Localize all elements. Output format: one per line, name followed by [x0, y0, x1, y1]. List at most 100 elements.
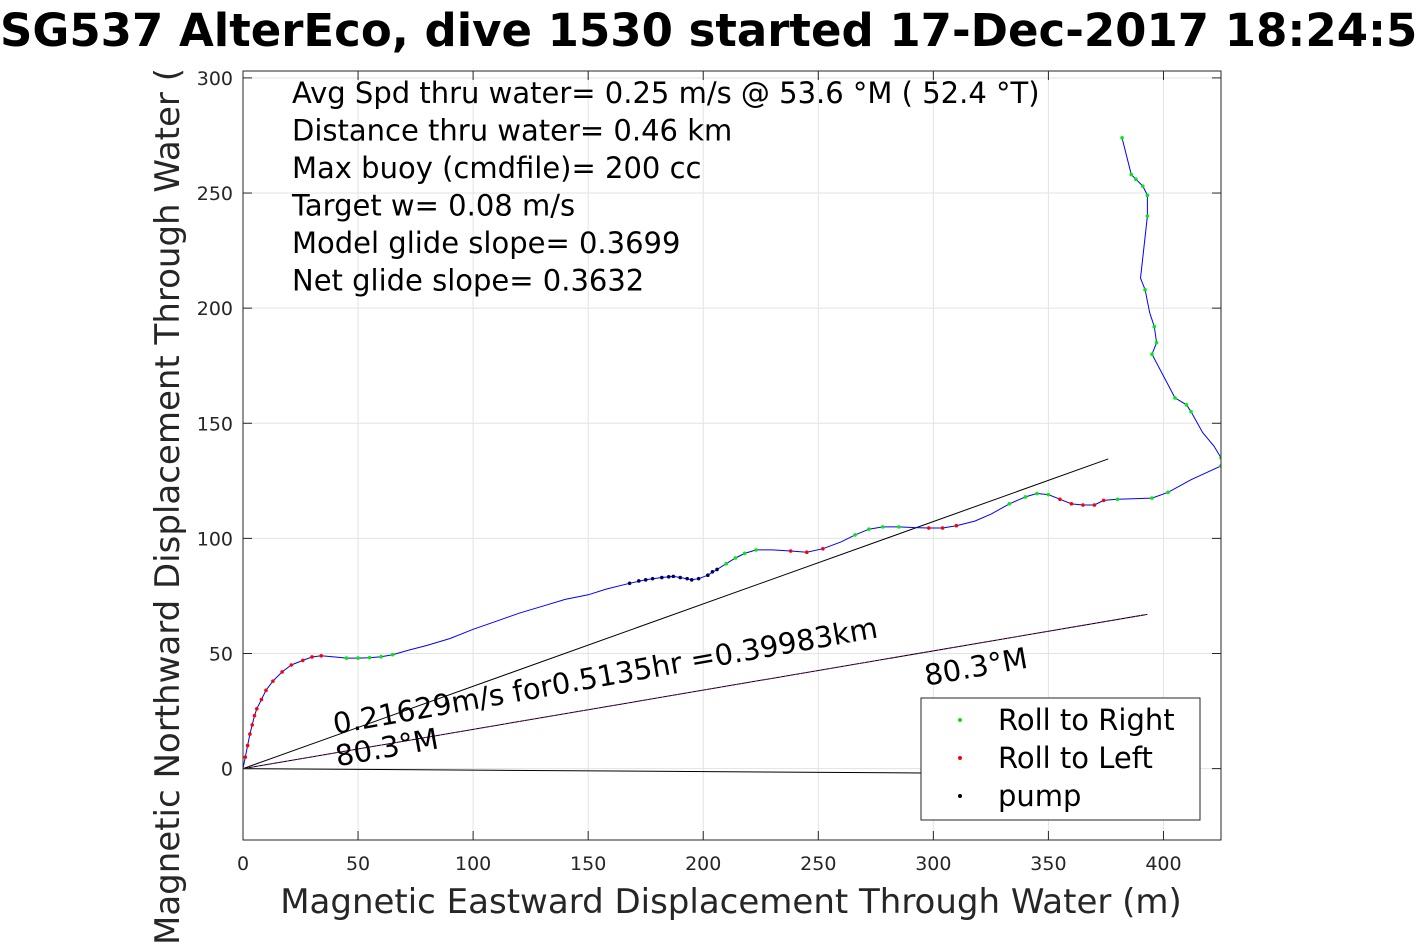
roll-right-marker [853, 533, 857, 537]
pump-marker [696, 576, 701, 581]
roll-right-marker [1035, 491, 1039, 496]
roll-left-marker [926, 526, 931, 530]
stat-line: Avg Spd thru water= 0.25 m/s @ 53.6 °M (… [292, 76, 1040, 110]
pump-marker [671, 574, 676, 579]
roll-left-marker [1081, 503, 1085, 507]
roll-left-marker [271, 679, 275, 683]
roll-left-marker [245, 743, 250, 748]
roll-left-marker [250, 723, 255, 727]
lines-layer [243, 137, 1221, 774]
roll-right-marker [1150, 496, 1154, 500]
roll-left-marker [255, 706, 259, 711]
pump-marker [685, 576, 689, 581]
roll-right-marker [1184, 403, 1189, 407]
roll-left-marker [259, 697, 264, 702]
legend-box [920, 697, 1201, 821]
legend: Roll to Right Roll to Left pump [920, 697, 1201, 821]
roll-left-marker [252, 713, 257, 718]
roll-left-marker [301, 658, 305, 663]
x-tick-label: 350 [1030, 853, 1066, 875]
stat-line: Target w= 0.08 m/s [291, 189, 575, 223]
roll-right-marker [1189, 409, 1193, 414]
roll-right-marker [1046, 492, 1051, 497]
y-tick-label: 200 [197, 298, 233, 320]
legend-label: Roll to Right [998, 703, 1175, 737]
roll-right-marker [1150, 352, 1154, 356]
pump-marker [627, 581, 632, 586]
roll-left-marker [280, 670, 284, 674]
legend-label: Roll to Left [998, 741, 1153, 775]
stat-line: Model glide slope= 0.3699 [292, 226, 680, 260]
y-tick-label: 100 [197, 528, 233, 550]
roll-right-marker [1140, 184, 1145, 188]
markers-layer [243, 135, 1221, 759]
roll-left-marker [1069, 502, 1074, 506]
pump-marker [660, 575, 664, 580]
x-tick-label: 150 [570, 853, 606, 875]
x-tick-label: 50 [346, 853, 370, 875]
chart-title: SG537 AlterEco, dive 1530 started 17-Dec… [0, 4, 1417, 57]
track-line [243, 137, 1221, 769]
stat-line: Distance thru water= 0.46 km [292, 114, 732, 148]
y-tick-label: 0 [221, 759, 233, 781]
ticks: 0 50 100 150 200 250 300 350 400 0 50 100 150 200 250 3… [197, 68, 1221, 875]
stat-line: Net glide slope= 0.3632 [292, 264, 644, 298]
roll-left-marker [243, 755, 248, 759]
roll-left-marker [1092, 503, 1097, 507]
x-tick-label: 100 [455, 853, 491, 875]
roll-right-marker [1023, 495, 1028, 499]
y-tick-label: 300 [197, 68, 233, 90]
pump-marker [710, 569, 715, 574]
roll-right-marker [1152, 324, 1157, 329]
roll-right-marker [867, 527, 871, 531]
roll-right-marker [733, 556, 738, 560]
roll-left-marker [310, 655, 314, 659]
roll-right-marker [1145, 193, 1150, 198]
current-line [243, 613, 1148, 770]
roll-left-marker [940, 526, 945, 530]
roll-left-marker [1101, 498, 1106, 503]
y-axis-label: Magnetic Northward Displacement Through … [148, 68, 188, 945]
roll-right-marker [1173, 396, 1177, 400]
roll-right-marker [379, 654, 383, 659]
roll-right-marker [754, 548, 758, 552]
roll-left-marker [264, 688, 268, 693]
roll-right-marker [1115, 497, 1120, 502]
pump-marker [650, 576, 655, 581]
legend-label: pump [998, 779, 1081, 813]
pump-marker [706, 573, 710, 578]
x-tick-label: 300 [915, 853, 951, 875]
plot-frame [242, 70, 1222, 841]
roll-left-marker [788, 549, 793, 553]
baseline [243, 768, 957, 774]
pump-marker [689, 578, 694, 582]
roll-right-marker [367, 655, 372, 660]
roll-right-marker [1166, 490, 1170, 495]
pump-marker [666, 575, 671, 579]
roll-right-marker [356, 656, 360, 660]
legend-swatch [958, 794, 962, 798]
roll-right-marker [1134, 177, 1138, 182]
roll-right-marker [1154, 340, 1159, 345]
x-axis-label: Magnetic Eastward Displacement Through W… [280, 882, 1182, 922]
y-tick-label: 50 [209, 644, 233, 666]
roll-right-marker [1120, 135, 1124, 140]
roll-left-marker [804, 550, 809, 555]
roll-right-marker [1007, 502, 1012, 506]
legend-swatch [958, 756, 962, 760]
roll-right-marker [390, 652, 395, 657]
y-tick-label: 150 [197, 413, 233, 435]
stat-line: Max buoy (cmdfile)= 200 cc [292, 151, 701, 185]
roll-right-marker [344, 656, 349, 660]
x-tick-label: 200 [685, 853, 721, 875]
stats-block: Avg Spd thru water= 0.25 m/s @ 53.6 °M (… [291, 76, 1040, 298]
roll-left-marker [954, 523, 959, 528]
pump-marker [637, 579, 641, 583]
pump-marker [643, 578, 648, 582]
x-tick-label: 250 [800, 853, 836, 875]
roll-left-marker [248, 732, 252, 736]
roll-left-marker [821, 546, 825, 551]
x-tick-label: 400 [1145, 853, 1181, 875]
net-heading-line [243, 458, 1109, 770]
